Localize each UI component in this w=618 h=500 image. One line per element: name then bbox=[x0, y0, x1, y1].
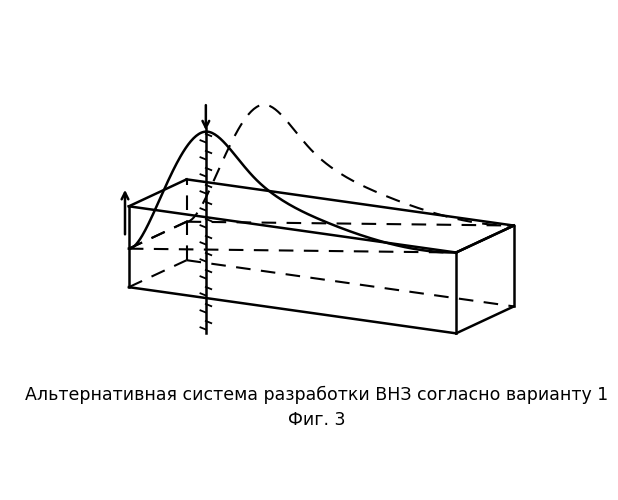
Text: Фиг. 3: Фиг. 3 bbox=[288, 412, 345, 430]
Text: Альтернативная система разработки ВНЗ согласно варианту 1: Альтернативная система разработки ВНЗ со… bbox=[25, 386, 608, 404]
